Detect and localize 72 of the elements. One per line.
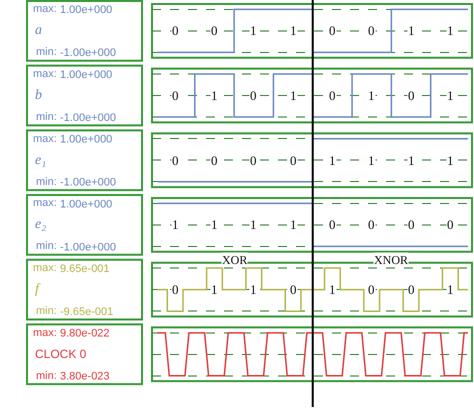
text: min: xyxy=(36,46,57,58)
annotation: 0 xyxy=(211,23,218,38)
annotation: 0 xyxy=(368,23,374,38)
annotation: 1 xyxy=(250,217,256,232)
annotation: 1 xyxy=(329,282,336,297)
annotation: 1 xyxy=(211,282,218,297)
annotation: 1 xyxy=(408,23,414,38)
text: min: xyxy=(36,240,57,252)
text: min: xyxy=(36,111,57,123)
annotation: 1 xyxy=(211,217,218,232)
annotation: 0 xyxy=(408,217,414,232)
text: max: xyxy=(33,3,57,15)
annotation: 1 xyxy=(368,153,374,168)
text: max: xyxy=(33,133,57,145)
y-tick-label: -9.65e-001 xyxy=(60,306,114,318)
y-tick-label: -1.00e+000 xyxy=(60,241,116,254)
annotation: 1 xyxy=(368,88,374,103)
y-tick-label: 3.80e-023 xyxy=(60,370,110,383)
text: min: xyxy=(36,305,57,317)
annotation: 0 xyxy=(329,88,336,103)
text: b xyxy=(35,88,42,103)
annotation: 0 xyxy=(250,88,256,103)
annotation: 0 xyxy=(172,153,178,168)
annotation: 1 xyxy=(447,153,454,168)
text: min: xyxy=(36,370,57,382)
annotation: XNOR xyxy=(374,253,408,267)
annotation: 0 xyxy=(172,88,178,103)
annotation: 1 xyxy=(290,23,296,38)
annotation: 0 xyxy=(172,282,178,297)
annotation: 1 xyxy=(172,217,178,232)
annotation: 1 xyxy=(447,23,454,38)
annotation: 1 xyxy=(250,23,256,38)
text: e₂ xyxy=(35,217,46,232)
annotation: 1 xyxy=(290,217,296,232)
annotation: 1 xyxy=(211,88,218,103)
y-tick-label: 1.00e+000 xyxy=(60,68,112,81)
y-tick-label: 9.65e-001 xyxy=(60,262,110,275)
annotation: 0 xyxy=(172,23,178,38)
annotation: XOR xyxy=(222,253,248,267)
annotation: 1 xyxy=(408,153,414,168)
text: min: xyxy=(36,176,57,188)
annotation: 0 xyxy=(290,282,296,297)
annotation: 0 xyxy=(211,153,218,168)
annotation: 1 xyxy=(447,88,454,103)
y-tick-label: -1.00e+000 xyxy=(60,47,116,60)
annotation: 1 xyxy=(290,88,296,103)
y-tick-label: -1.00e+000 xyxy=(60,176,116,189)
text: CLOCK 0 xyxy=(35,347,87,361)
text: max: xyxy=(33,68,57,80)
annotation: 0 xyxy=(447,217,454,232)
y-tick-label: 9.80e-022 xyxy=(60,328,110,340)
text: max: xyxy=(33,327,57,339)
annotation: 0 xyxy=(250,153,256,168)
annotation: 1 xyxy=(329,153,336,168)
annotation: 0 xyxy=(329,23,336,38)
annotation: 0 xyxy=(408,282,414,297)
text: max: xyxy=(33,197,57,209)
text: max: xyxy=(33,262,57,274)
y-tick-label: -1.00e+000 xyxy=(60,112,116,124)
annotation: 0 xyxy=(290,153,296,168)
text: a xyxy=(35,23,42,38)
annotation: 0 xyxy=(368,282,374,297)
annotation: 0 xyxy=(329,217,336,232)
y-tick-label: 1.00e+000 xyxy=(60,198,112,210)
text: e₁ xyxy=(35,153,46,168)
y-tick-label: 1.00e+000 xyxy=(60,4,112,16)
text: f xyxy=(35,282,41,297)
annotation: 1 xyxy=(250,282,256,297)
y-tick-label: 1.00e+000 xyxy=(60,134,112,146)
annotation: 0 xyxy=(408,88,414,103)
annotation: 0 xyxy=(368,217,374,232)
annotation: 1 xyxy=(447,282,454,297)
